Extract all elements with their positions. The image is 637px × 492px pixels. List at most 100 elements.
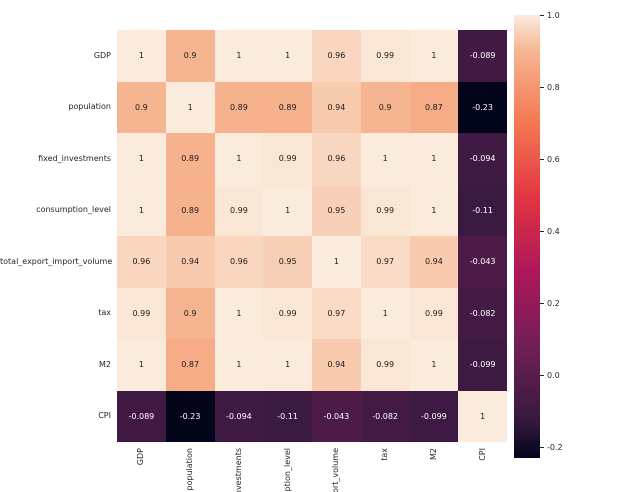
heatmap-cell: 1 — [117, 184, 166, 236]
heatmap-cell-value: 0.96 — [132, 257, 151, 267]
colorbar-tick — [540, 302, 544, 304]
y-tick-label: consumption_level — [36, 205, 111, 215]
y-tick-label: fixed_investments — [38, 153, 111, 163]
y-tick-label: CPI — [98, 411, 111, 421]
heatmap-cell-value: 0.99 — [376, 360, 395, 370]
heatmap-cell-value: 1 — [138, 51, 144, 61]
heatmap-cell: 0.95 — [312, 184, 361, 236]
heatmap-cell: -0.043 — [312, 390, 361, 442]
heatmap-cell: 0.87 — [165, 339, 215, 391]
heatmap-cell: 1 — [360, 133, 410, 185]
heatmap-cell-value: 0.99 — [424, 308, 443, 318]
heatmap-cell-value: 0.96 — [327, 154, 346, 164]
heatmap-cell-value: 0.9 — [135, 102, 148, 112]
heatmap-cell-value: 0.94 — [181, 257, 200, 267]
heatmap-cell: -0.099 — [409, 390, 459, 442]
heatmap-cell: 1 — [214, 133, 264, 185]
heatmap-cell-value: 0.94 — [424, 257, 443, 267]
y-tick-label: tax — [98, 308, 111, 318]
heatmap-cell: 1 — [458, 390, 507, 442]
colorbar-tick-label: 1.0 — [547, 10, 560, 20]
heatmap-cell: 1 — [214, 287, 264, 339]
heatmap-cell: -0.089 — [117, 390, 166, 442]
heatmap-cell: 1 — [360, 287, 410, 339]
heatmap-cell-value: -0.094 — [469, 154, 496, 164]
y-tick-label: M2 — [99, 359, 111, 369]
heatmap-cell-value: 0.9 — [183, 51, 197, 61]
heatmap-cell-value: -0.089 — [128, 411, 155, 421]
heatmap-cell-value: 1 — [285, 51, 291, 61]
heatmap-cell: 1 — [409, 184, 459, 236]
heatmap-cell: -0.094 — [458, 133, 507, 185]
heatmap-cell-value: 0.87 — [424, 102, 443, 112]
heatmap-cell: -0.11 — [458, 184, 507, 236]
heatmap-grid: 1 0.9 1 1 0.96 0.99 1 -0.089 0.9 1 0.89 0.89 0.94 0.9… — [117, 30, 507, 442]
colorbar-tick — [540, 14, 544, 16]
heatmap-cell: 0.89 — [263, 81, 312, 133]
heatmap-cell: 1 — [409, 339, 459, 391]
heatmap-cell: -0.23 — [165, 390, 215, 442]
heatmap-cell-value: 0.99 — [278, 308, 297, 318]
colorbar-tick-label: 0.2 — [547, 298, 560, 308]
heatmap-cell-value: 0.9 — [378, 102, 392, 112]
heatmap-cell: 1 — [263, 339, 312, 391]
heatmap-cell: -0.11 — [263, 390, 312, 442]
heatmap-cell-value: 1 — [236, 154, 242, 164]
heatmap-cell-value: 1 — [187, 102, 193, 112]
heatmap-cell-value: -0.23 — [472, 102, 493, 112]
heatmap-cell: 0.87 — [409, 81, 459, 133]
heatmap-cell: 1 — [117, 133, 166, 185]
heatmap-cell: -0.089 — [458, 30, 507, 82]
heatmap-cell-value: 0.97 — [327, 308, 346, 318]
colorbar-tick — [540, 86, 544, 88]
colorbar-tick-label: 0.8 — [547, 82, 560, 92]
heatmap-cell: 0.99 — [409, 287, 459, 339]
heatmap-cell-value: 1 — [236, 360, 242, 370]
y-tick-label: GDP — [93, 50, 111, 60]
heatmap-cell-value: 0.95 — [327, 205, 346, 215]
heatmap-cell: 0.99 — [263, 287, 312, 339]
x-tick-label: population — [185, 448, 195, 491]
heatmap-cell-value: -0.089 — [469, 51, 496, 61]
heatmap-cell-value: 0.97 — [376, 257, 395, 267]
heatmap-cell-value: 1 — [431, 51, 437, 61]
heatmap-cell: 1 — [263, 184, 312, 236]
heatmap-cell: 1 — [117, 30, 166, 82]
heatmap-cell: 1 — [312, 236, 361, 288]
x-tick-label: CPI — [477, 448, 487, 461]
x-tick-label: consumption_level — [282, 448, 292, 492]
colorbar-tick — [540, 374, 544, 376]
heatmap-cell: 0.89 — [165, 184, 215, 236]
heatmap-cell: 0.96 — [214, 236, 264, 288]
heatmap-cell: 1 — [409, 30, 459, 82]
heatmap-cell-value: 0.99 — [278, 154, 297, 164]
heatmap-cell-value: -0.11 — [277, 411, 298, 421]
heatmap-cell-value: 1 — [236, 51, 242, 61]
heatmap-cell: -0.099 — [458, 339, 507, 391]
heatmap-cell: 0.94 — [312, 339, 361, 391]
heatmap-cell-value: 0.99 — [376, 205, 395, 215]
heatmap-cell: 1 — [117, 339, 166, 391]
x-tick-label: tax — [380, 448, 390, 461]
heatmap-cell-value: 1 — [333, 257, 339, 267]
heatmap-cell: 0.97 — [312, 287, 361, 339]
heatmap-cell-value: 1 — [431, 205, 437, 215]
heatmap-cell: 0.99 — [360, 184, 410, 236]
heatmap-cell: 0.95 — [263, 236, 312, 288]
heatmap-cell: 0.94 — [165, 236, 215, 288]
colorbar-tick-label: 0.6 — [547, 154, 560, 164]
heatmap-cell-value: -0.043 — [469, 257, 496, 267]
heatmap-cell-value: -0.11 — [472, 205, 493, 215]
heatmap-cell: -0.043 — [458, 236, 507, 288]
heatmap-cell-value: 1 — [431, 154, 437, 164]
heatmap-cell: 0.99 — [117, 287, 166, 339]
heatmap-cell-value: -0.099 — [420, 411, 447, 421]
heatmap-cell-value: 0.96 — [327, 51, 346, 61]
heatmap-cell: -0.082 — [458, 287, 507, 339]
colorbar — [514, 15, 540, 458]
heatmap-cell-value: 0.87 — [181, 360, 200, 370]
heatmap-cell: 0.89 — [165, 133, 215, 185]
heatmap-cell-value: -0.043 — [323, 411, 350, 421]
heatmap-cell-value: 0.99 — [376, 51, 395, 61]
heatmap-cell-value: 0.96 — [229, 257, 248, 267]
